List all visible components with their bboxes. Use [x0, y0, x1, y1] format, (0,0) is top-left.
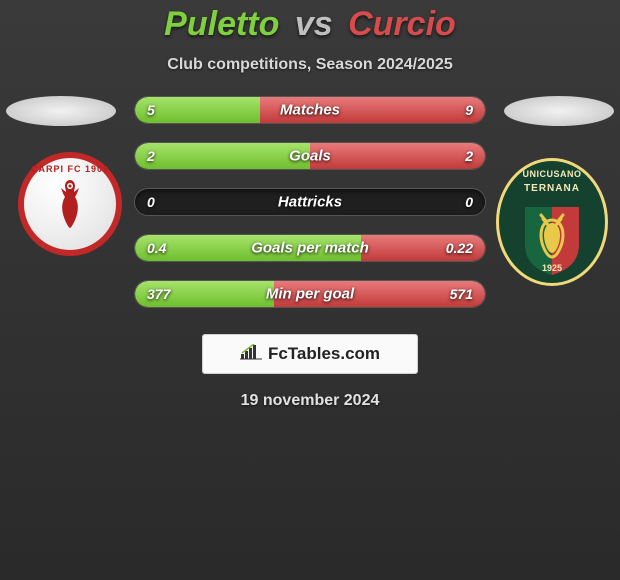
- stat-label: Goals: [289, 148, 331, 165]
- stat-value-right: 571: [450, 286, 473, 302]
- title-vs: vs: [295, 5, 333, 43]
- stat-value-left: 0: [147, 194, 155, 210]
- carpi-bird-icon: [51, 178, 89, 230]
- stat-bars: Matches 5 9 Goals 2 2 Hattricks 0 0 Goals per mat…: [134, 96, 486, 326]
- date-text: 19 november 2024: [0, 392, 620, 410]
- stat-bar: Min per goal 377 571: [134, 280, 486, 308]
- title-player2: Curcio: [348, 5, 456, 43]
- stat-label: Min per goal: [266, 286, 354, 303]
- stat-label: Matches: [280, 102, 340, 119]
- stat-value-left: 5: [147, 102, 155, 118]
- ternana-arc-text-1: UNICUSANO: [499, 169, 605, 179]
- ternana-badge: UNICUSANO TERNANA 1925: [496, 158, 608, 286]
- stat-value-right: 2: [465, 148, 473, 164]
- stat-bar: Matches 5 9: [134, 96, 486, 124]
- chart-icon: [240, 344, 262, 365]
- attribution-text: FcTables.com: [268, 344, 380, 364]
- club-badge-right: UNICUSANO TERNANA 1925: [496, 158, 608, 286]
- stat-value-right: 9: [465, 102, 473, 118]
- stat-value-left: 377: [147, 286, 170, 302]
- ternana-arc-text-2: TERNANA: [499, 183, 605, 194]
- stat-value-right: 0: [465, 194, 473, 210]
- player1-photo-placeholder: [6, 96, 116, 126]
- stat-label: Hattricks: [278, 194, 342, 211]
- comparison-card: Puletto vs Curcio Club competitions, Sea…: [0, 0, 620, 410]
- stat-label: Goals per match: [251, 240, 369, 257]
- subtitle: Club competitions, Season 2024/2025: [0, 56, 620, 74]
- title-player1: Puletto: [164, 5, 279, 43]
- stat-bar: Goals 2 2: [134, 142, 486, 170]
- stat-bar: Hattricks 0 0: [134, 188, 486, 216]
- stat-fill-right: [310, 143, 485, 169]
- main-row: CARPI FC 1909 UNICUSANO TERNANA: [0, 96, 620, 326]
- carpi-badge: CARPI FC 1909: [18, 152, 122, 256]
- attribution-badge[interactable]: FcTables.com: [202, 334, 418, 374]
- stat-value-right: 0.22: [446, 240, 473, 256]
- title: Puletto vs Curcio: [0, 5, 620, 44]
- carpi-arc-text: CARPI FC 1909: [24, 164, 116, 174]
- stat-fill-left: [135, 143, 310, 169]
- stat-bar: Goals per match 0.4 0.22: [134, 234, 486, 262]
- stat-value-left: 2: [147, 148, 155, 164]
- player2-photo-placeholder: [504, 96, 614, 126]
- ternana-year: 1925: [499, 263, 605, 273]
- club-badge-left: CARPI FC 1909: [18, 152, 122, 256]
- stat-value-left: 0.4: [147, 240, 166, 256]
